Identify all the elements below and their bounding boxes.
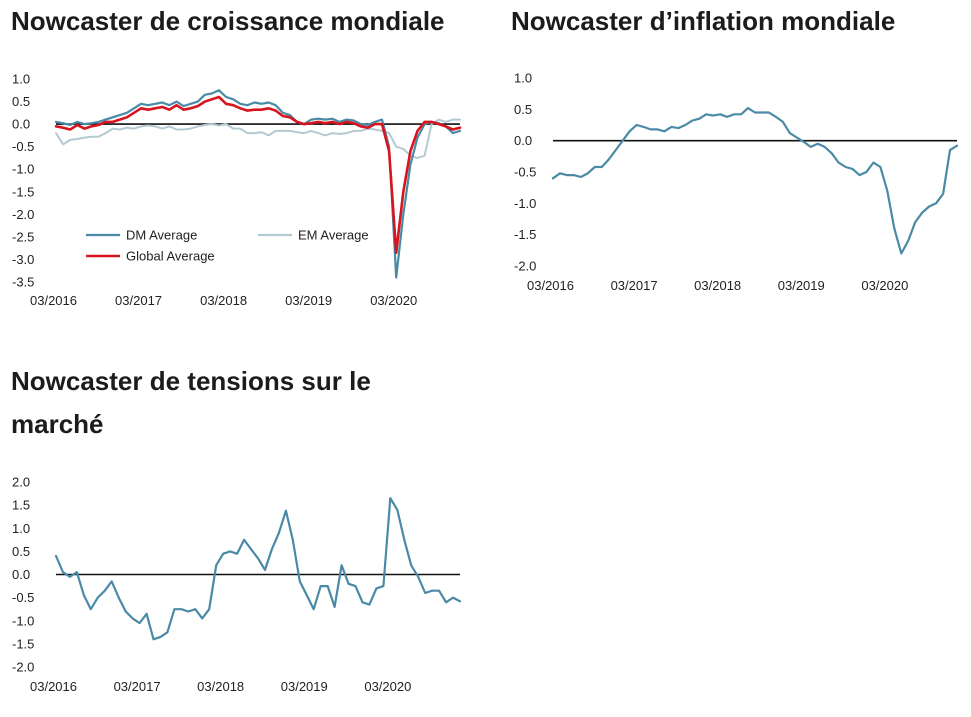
x-tick-label: 03/2017 bbox=[115, 293, 162, 308]
market-stress-panel: Nowcaster de tensions sur le marché 2.0 1… bbox=[0, 355, 480, 717]
chart-title: Nowcaster d’inflation mondiale bbox=[511, 6, 896, 36]
y-tick-label: 0.5 bbox=[12, 544, 30, 559]
y-tick-label: 2.0 bbox=[12, 475, 30, 490]
y-tick-label: -1.5 bbox=[514, 227, 536, 242]
x-tick-label: 03/2020 bbox=[370, 293, 417, 308]
y-tick-label: -1.0 bbox=[12, 162, 34, 177]
legend-entry-dm: DM Average bbox=[86, 228, 197, 243]
series-line-em bbox=[55, 118, 461, 159]
legend-label: DM Average bbox=[126, 228, 197, 243]
y-tick-label: 1.0 bbox=[12, 72, 30, 87]
x-tick-label: 03/2017 bbox=[611, 278, 658, 293]
y-tick-label: 1.5 bbox=[12, 498, 30, 513]
y-tick-label: -0.5 bbox=[12, 139, 34, 154]
x-tick-label: 03/2018 bbox=[197, 679, 244, 694]
y-tick-label: 0.0 bbox=[12, 117, 30, 132]
x-tick-label: 03/2016 bbox=[30, 293, 77, 308]
market-stress-chart: 2.0 1.5 1.0 0.5 0.0 -0.5 -1.0 -1.5 -2.0 03/2016 03… bbox=[12, 475, 462, 694]
series-line-dm bbox=[54, 89, 462, 279]
y-tick-label: -3.5 bbox=[12, 275, 34, 290]
legend-label: Global Average bbox=[126, 249, 215, 264]
x-tick-label: 03/2020 bbox=[364, 679, 411, 694]
y-tick-label: -2.0 bbox=[514, 259, 536, 274]
x-tick-label: 03/2018 bbox=[200, 293, 247, 308]
y-tick-label: -2.5 bbox=[12, 229, 34, 244]
x-tick-label: 03/2016 bbox=[527, 278, 574, 293]
x-tick-label: 03/2020 bbox=[861, 278, 908, 293]
y-tick-label: -3.0 bbox=[12, 252, 34, 267]
chart-title: Nowcaster de tensions sur le marché bbox=[11, 366, 371, 439]
inflation-chart: 1.0 0.5 0.0 -0.5 -1.0 -1.5 -2.0 03/2016 03/2017 0… bbox=[514, 71, 959, 293]
legend-entry-global: Global Average bbox=[86, 249, 215, 264]
legend-label: EM Average bbox=[298, 228, 369, 243]
y-tick-label: -2.0 bbox=[12, 207, 34, 222]
y-tick-label: -0.5 bbox=[514, 165, 536, 180]
inflation-panel: Nowcaster d’inflation mondiale 1.0 0.5 0.0… bbox=[497, 0, 971, 320]
growth-panel: Nowcaster de croissance mondiale 1.0 0.5 0… bbox=[0, 0, 480, 320]
x-tick-label: 03/2019 bbox=[778, 278, 825, 293]
y-tick-label: -1.0 bbox=[12, 613, 34, 628]
x-tick-label: 03/2019 bbox=[281, 679, 328, 694]
legend-entry-em: EM Average bbox=[258, 228, 369, 243]
x-tick-label: 03/2017 bbox=[114, 679, 161, 694]
y-tick-label: -1.0 bbox=[514, 196, 536, 211]
y-tick-label: -0.5 bbox=[12, 590, 34, 605]
y-tick-label: 0.0 bbox=[514, 133, 532, 148]
y-tick-label: -1.5 bbox=[12, 636, 34, 651]
y-tick-label: 0.5 bbox=[12, 94, 30, 109]
y-tick-label: -1.5 bbox=[12, 184, 34, 199]
growth-chart: 1.0 0.5 0.0 -0.5 -1.0 -1.5 -2.0 -2.5 -3.0 -3.5 03/… bbox=[12, 72, 462, 308]
series-line-global bbox=[54, 95, 462, 254]
series-line-dm bbox=[54, 497, 462, 641]
y-tick-label: -2.0 bbox=[12, 660, 34, 675]
x-tick-label: 03/2016 bbox=[30, 679, 77, 694]
y-tick-label: 0.0 bbox=[12, 567, 30, 582]
x-tick-label: 03/2019 bbox=[285, 293, 332, 308]
chart-title: Nowcaster de croissance mondiale bbox=[11, 6, 445, 36]
y-tick-label: 0.5 bbox=[514, 102, 532, 117]
y-tick-label: 1.0 bbox=[514, 71, 532, 86]
x-tick-label: 03/2018 bbox=[694, 278, 741, 293]
y-tick-label: 1.0 bbox=[12, 521, 30, 536]
series-line-dm bbox=[551, 106, 959, 255]
